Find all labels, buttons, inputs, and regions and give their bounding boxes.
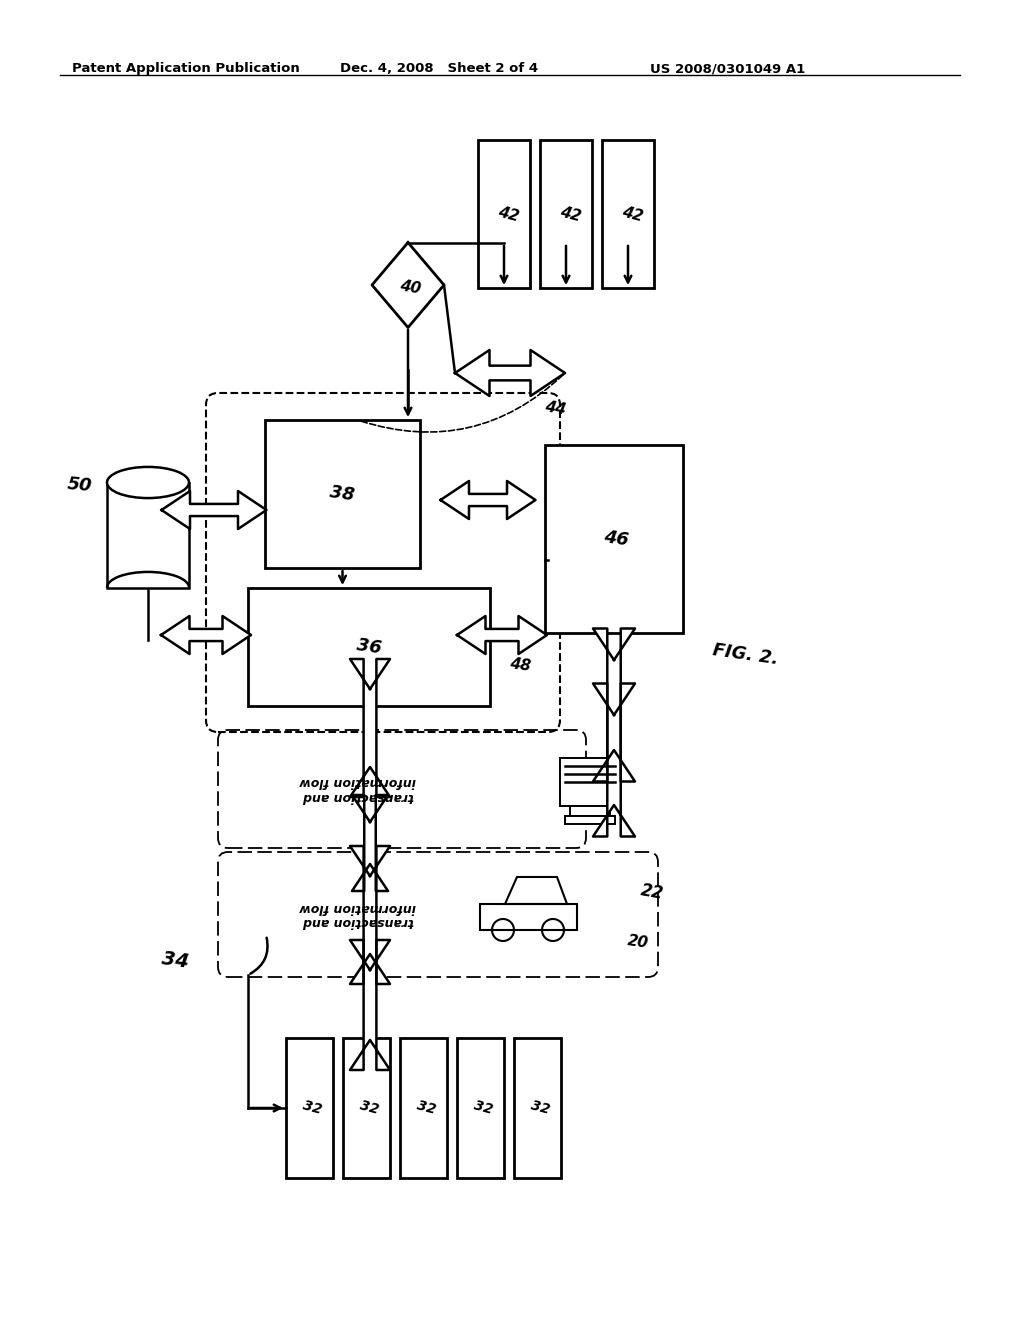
Text: 32: 32 bbox=[301, 1098, 324, 1117]
Polygon shape bbox=[352, 795, 388, 891]
Text: 34: 34 bbox=[160, 949, 189, 972]
Bar bbox=[286, 1038, 333, 1177]
Text: 36: 36 bbox=[355, 636, 383, 657]
Text: 32: 32 bbox=[416, 1098, 437, 1117]
Text: 42: 42 bbox=[496, 205, 520, 224]
Text: 32: 32 bbox=[472, 1098, 495, 1117]
Text: 32: 32 bbox=[529, 1098, 552, 1117]
Polygon shape bbox=[161, 616, 251, 653]
Polygon shape bbox=[350, 659, 390, 797]
Bar bbox=[602, 140, 654, 288]
Text: 42: 42 bbox=[620, 205, 644, 224]
Text: US 2008/0301049 A1: US 2008/0301049 A1 bbox=[650, 62, 805, 75]
Text: 40: 40 bbox=[398, 277, 422, 296]
FancyArrowPatch shape bbox=[251, 937, 267, 974]
Text: Dec. 4, 2008   Sheet 2 of 4: Dec. 4, 2008 Sheet 2 of 4 bbox=[340, 62, 539, 75]
Text: 38: 38 bbox=[329, 483, 356, 504]
Polygon shape bbox=[440, 480, 536, 519]
Bar bbox=[265, 420, 420, 568]
Text: 42: 42 bbox=[558, 205, 583, 224]
Bar bbox=[514, 1038, 561, 1177]
Polygon shape bbox=[350, 846, 390, 983]
Text: 48: 48 bbox=[509, 656, 531, 675]
Text: 50: 50 bbox=[67, 475, 93, 495]
Bar bbox=[400, 1038, 447, 1177]
Polygon shape bbox=[455, 350, 565, 396]
Bar bbox=[457, 1038, 504, 1177]
FancyArrowPatch shape bbox=[360, 375, 563, 432]
Polygon shape bbox=[350, 940, 390, 1071]
Text: 44: 44 bbox=[544, 399, 566, 417]
Text: transaction and
information flow: transaction and information flow bbox=[300, 775, 417, 803]
Ellipse shape bbox=[106, 467, 189, 498]
Text: transaction and
information flow: transaction and information flow bbox=[300, 900, 417, 928]
Text: 22: 22 bbox=[639, 882, 665, 903]
Polygon shape bbox=[372, 243, 444, 327]
Bar bbox=[565, 816, 615, 824]
Text: 46: 46 bbox=[602, 528, 630, 549]
Bar bbox=[545, 445, 683, 634]
Text: FIG. 2.: FIG. 2. bbox=[711, 642, 779, 668]
Bar bbox=[570, 807, 610, 816]
Polygon shape bbox=[457, 616, 547, 653]
Bar bbox=[106, 483, 189, 587]
Bar bbox=[560, 758, 620, 807]
Bar bbox=[248, 587, 490, 706]
Bar bbox=[343, 1038, 390, 1177]
Bar bbox=[478, 140, 530, 288]
Polygon shape bbox=[593, 628, 635, 781]
Text: 20: 20 bbox=[627, 933, 649, 950]
Polygon shape bbox=[162, 491, 266, 529]
Text: Patent Application Publication: Patent Application Publication bbox=[72, 62, 300, 75]
Text: 32: 32 bbox=[358, 1098, 381, 1117]
Bar bbox=[540, 140, 592, 288]
Polygon shape bbox=[593, 684, 635, 837]
